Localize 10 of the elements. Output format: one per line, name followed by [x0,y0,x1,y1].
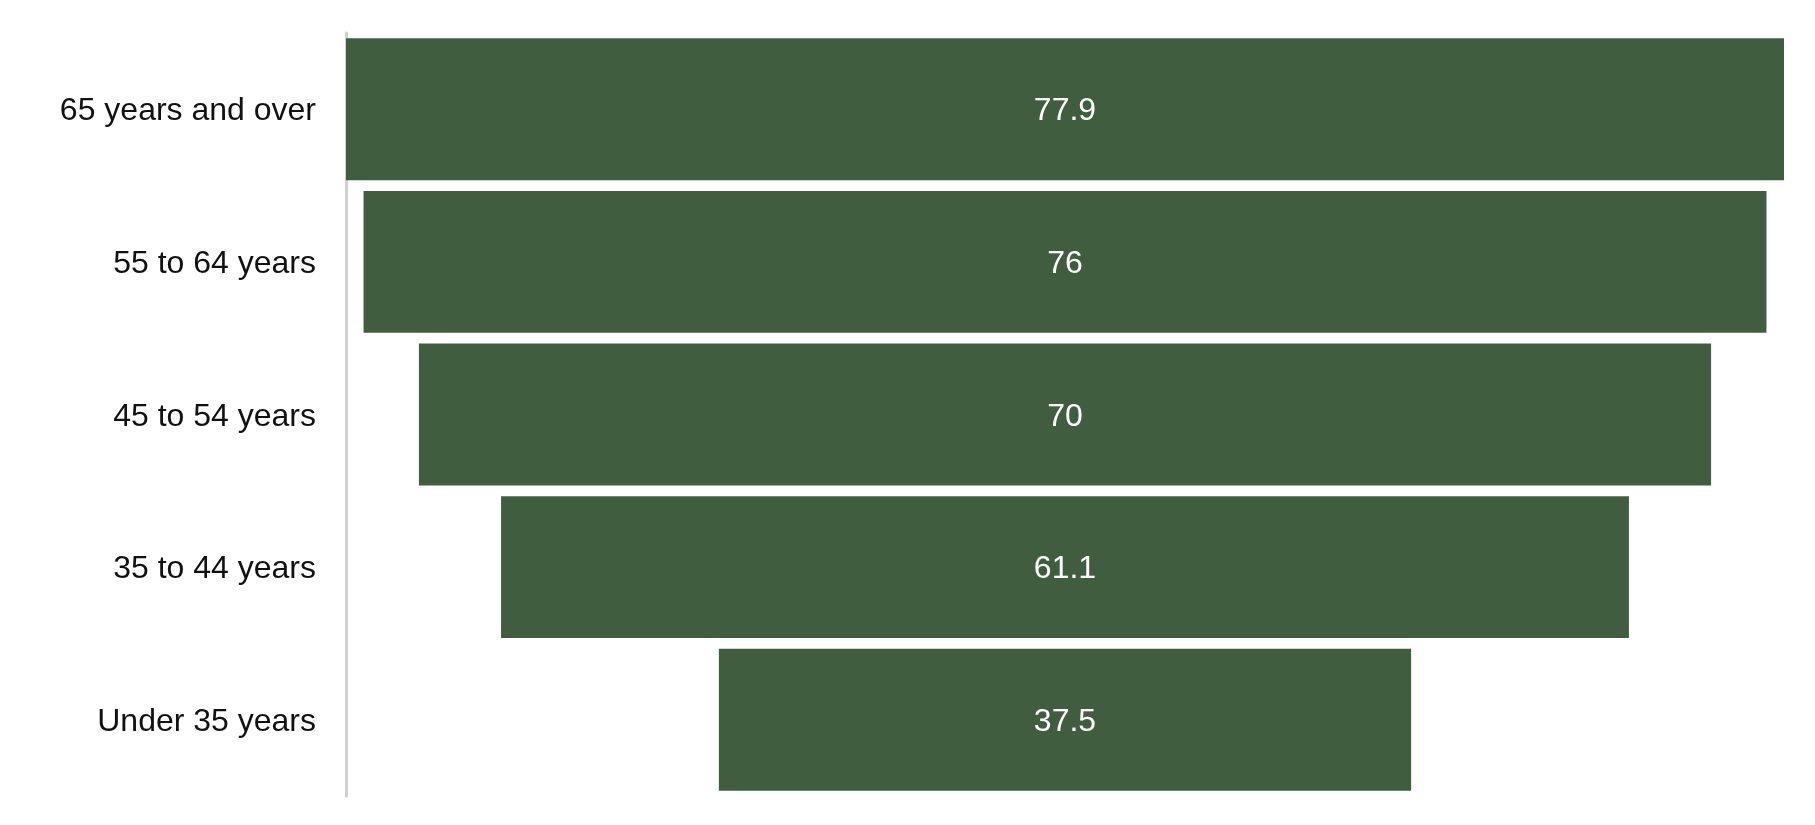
category-label: 65 years and over [59,91,317,128]
data-label: 37.5 [1033,701,1097,738]
data-label: 70 [1047,396,1083,433]
category-label: 45 to 54 years [113,396,316,433]
category-label: 35 to 44 years [113,549,316,586]
data-label: 61.1 [1033,549,1097,586]
category-label: Under 35 years [97,701,316,738]
data-label: 76 [1047,243,1083,280]
category-label: 55 to 64 years [113,243,316,280]
data-label: 77.9 [1033,91,1097,128]
